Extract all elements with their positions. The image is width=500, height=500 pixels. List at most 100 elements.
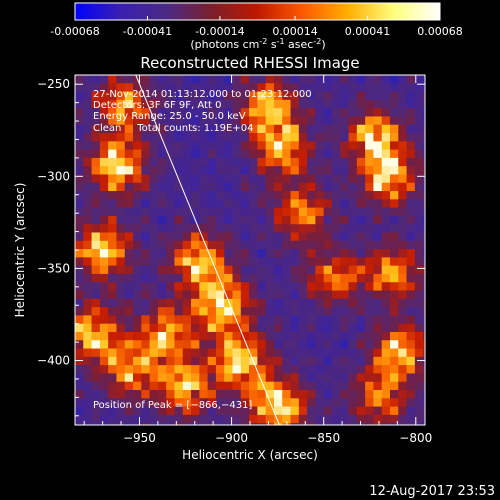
heatmap-cell xyxy=(224,182,233,192)
heatmap-cell xyxy=(298,199,308,208)
heatmap-cell xyxy=(257,282,266,291)
heatmap-cell xyxy=(331,108,341,117)
heatmap-cell xyxy=(207,116,217,126)
heatmap-cell xyxy=(75,414,84,424)
heatmap-cell xyxy=(356,373,366,383)
heatmap-cell xyxy=(265,373,275,383)
heatmap-cell xyxy=(282,282,291,291)
heatmap-cell xyxy=(315,356,324,366)
heatmap-cell xyxy=(199,75,208,84)
heatmap-cell xyxy=(381,99,391,109)
heatmap-cell xyxy=(174,232,184,242)
heatmap-cell xyxy=(174,265,184,275)
heatmap-cell xyxy=(423,224,425,233)
heatmap-cell xyxy=(406,224,416,233)
heatmap-cell xyxy=(232,257,242,266)
heatmap-cell xyxy=(273,224,283,233)
heatmap-cell xyxy=(423,240,425,250)
heatmap-cell xyxy=(124,273,134,283)
heatmap-cell xyxy=(91,398,101,407)
heatmap-cell xyxy=(232,348,242,358)
heatmap-cell xyxy=(340,108,349,117)
heatmap-cell xyxy=(373,199,383,208)
heatmap-cell xyxy=(182,298,192,308)
heatmap-cell xyxy=(381,157,391,167)
heatmap-cell xyxy=(99,282,109,291)
heatmap-cell xyxy=(265,406,275,416)
heatmap-cell xyxy=(273,174,283,184)
heatmap-cell xyxy=(133,290,142,300)
heatmap-cell xyxy=(398,298,407,308)
heatmap-cell xyxy=(207,315,217,324)
heatmap-cell xyxy=(215,215,225,225)
heatmap-cell xyxy=(290,249,300,258)
heatmap-cell xyxy=(348,257,358,266)
heatmap-cell xyxy=(390,141,399,150)
heatmap-cell xyxy=(257,108,266,117)
heatmap-cell xyxy=(83,423,92,425)
heatmap-cell xyxy=(290,240,300,250)
heatmap-cell xyxy=(348,290,358,300)
heatmap-cell xyxy=(215,149,225,159)
heatmap-cell xyxy=(133,406,142,416)
heatmap-cell xyxy=(91,290,101,300)
heatmap-cell xyxy=(365,83,374,92)
heatmap-cell xyxy=(199,124,208,134)
heatmap-cell xyxy=(356,273,366,283)
heatmap-cell xyxy=(182,398,192,407)
heatmap-cell xyxy=(91,265,101,275)
heatmap-cell xyxy=(257,224,266,233)
heatmap-cell xyxy=(91,340,101,349)
heatmap-cell xyxy=(373,290,383,300)
heatmap-cell xyxy=(365,398,374,407)
heatmap-cell xyxy=(124,224,134,233)
heatmap-cell xyxy=(315,307,324,316)
heatmap-cell xyxy=(116,75,126,84)
heatmap-cell xyxy=(265,240,275,250)
heatmap-cell xyxy=(157,116,167,126)
heatmap-cell xyxy=(414,414,424,424)
heatmap-cell xyxy=(116,157,126,167)
heatmap-cell xyxy=(149,157,159,167)
heatmap-cell xyxy=(282,108,291,117)
heatmap-cell xyxy=(390,381,399,391)
heatmap-cell xyxy=(390,273,399,283)
heatmap-cell xyxy=(199,331,208,341)
heatmap-cell xyxy=(381,149,391,159)
heatmap-cell xyxy=(149,265,159,275)
heatmap-cell xyxy=(265,390,275,399)
heatmap-cell xyxy=(149,348,159,358)
heatmap-cell xyxy=(215,224,225,233)
heatmap-cell xyxy=(381,340,391,349)
heatmap-cell xyxy=(273,215,283,225)
heatmap-cell xyxy=(215,390,225,399)
heatmap-cell xyxy=(356,323,366,333)
heatmap-cell xyxy=(290,124,300,134)
heatmap-cell xyxy=(414,331,424,341)
heatmap-cell xyxy=(365,414,374,424)
heatmap-cell xyxy=(215,406,225,416)
heatmap-cell xyxy=(273,99,283,109)
heatmap-cell xyxy=(373,99,383,109)
heatmap-cell xyxy=(108,298,117,308)
heatmap-cell xyxy=(249,282,258,291)
heatmap-cell xyxy=(133,207,142,217)
heatmap-cell xyxy=(108,365,117,374)
heatmap-cell xyxy=(406,356,416,366)
heatmap-cell xyxy=(182,348,192,358)
heatmap-cell xyxy=(108,108,117,117)
heatmap-cell xyxy=(315,83,324,92)
heatmap-cell xyxy=(423,249,425,258)
heatmap-cell xyxy=(232,249,242,258)
heatmap-cell xyxy=(331,414,341,424)
heatmap-cell xyxy=(83,356,92,366)
heatmap-cell xyxy=(390,157,399,167)
heatmap-cell xyxy=(116,331,126,341)
colorbar-ticks: -0.00068 -0.00041 -0.00014 0.00014 0.00041 0.… xyxy=(50,16,463,38)
heatmap-cell xyxy=(257,348,266,358)
heatmap-cell xyxy=(75,348,84,358)
heatmap-cell xyxy=(91,390,101,399)
heatmap-cell xyxy=(191,423,200,425)
heatmap-cell xyxy=(249,381,258,391)
heatmap-cell xyxy=(406,290,416,300)
